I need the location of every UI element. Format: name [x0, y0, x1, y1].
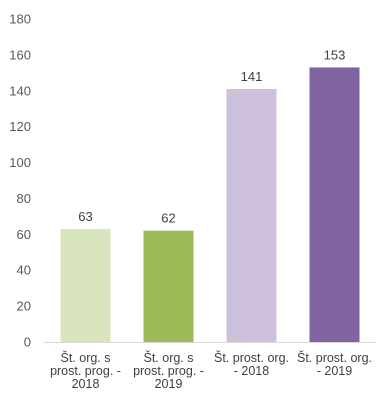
y-tick-label: 120	[9, 119, 31, 134]
x-tick-label-line: Št. org. s	[143, 350, 193, 365]
x-tick-label-line: Št. org. s	[60, 350, 110, 365]
y-axis: 0 20 40 60 80 100 120 140 160 180	[9, 12, 31, 350]
x-tick-label: Št. org. s prost. prog. -2019	[133, 350, 204, 391]
y-tick-label: 160	[9, 47, 31, 62]
y-tick-label: 140	[9, 83, 31, 98]
bar	[60, 228, 111, 342]
y-tick-label: 80	[17, 191, 31, 206]
bar	[143, 230, 194, 342]
x-tick-label-line: - 2018	[234, 364, 269, 378]
x-tick-label: Št. prost. org. - 2019	[297, 350, 372, 378]
x-tick-label-line: Št. prost. org.	[297, 350, 372, 365]
x-tick-label-line: prost. prog. -	[133, 364, 204, 378]
x-tick-label-line: 2019	[155, 377, 183, 391]
x-tick-label: Št. prost. org. - 2018	[214, 350, 289, 378]
bar	[309, 67, 360, 342]
y-tick-label: 100	[9, 155, 31, 170]
x-tick-label-line: Št. prost. org.	[214, 350, 289, 365]
y-tick-label: 180	[9, 12, 31, 27]
y-tick-label: 40	[17, 263, 31, 278]
y-tick-label: 0	[24, 335, 31, 350]
data-label: 63	[78, 209, 92, 224]
y-tick-label: 20	[17, 299, 31, 314]
data-label: 141	[241, 69, 263, 84]
bar	[226, 88, 277, 342]
x-tick-label-line: 2018	[72, 377, 100, 391]
data-label: 62	[161, 211, 175, 226]
x-tick-label-line: prost. prog. -	[50, 364, 121, 378]
data-label: 153	[324, 47, 346, 62]
data-labels: 63 62 141 153	[78, 47, 345, 225]
x-tick-label-line: - 2019	[317, 364, 352, 378]
x-tick-label: Št. org. s prost. prog. -2018	[50, 350, 121, 391]
y-tick-label: 60	[17, 227, 31, 242]
bars	[60, 67, 360, 342]
